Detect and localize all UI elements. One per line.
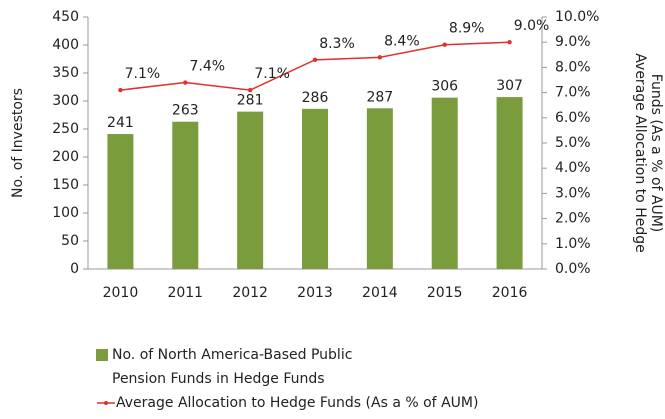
bar-value-label: 307 xyxy=(496,78,523,94)
bar xyxy=(302,108,328,269)
y-tick-label: 50 xyxy=(61,233,79,249)
y-tick-label: 450 xyxy=(52,9,79,25)
bar-value-label: 286 xyxy=(302,90,329,106)
y2-tick-label: 8.0% xyxy=(555,59,591,75)
y2-axis-label: Funds (As a % of AUM) xyxy=(648,74,664,233)
y2-tick-label: 1.0% xyxy=(555,236,591,252)
bar xyxy=(366,108,393,269)
bar-value-label: 263 xyxy=(172,103,199,119)
legend-line xyxy=(96,391,116,415)
x-tick-label: 2014 xyxy=(362,285,398,301)
x-tick-label: 2010 xyxy=(103,285,139,301)
y2-tick-label: 2.0% xyxy=(555,211,591,227)
bar xyxy=(107,134,134,269)
legend-line-marker xyxy=(104,401,108,405)
y-tick-label: 200 xyxy=(52,149,79,165)
legend: No. of North America-Based Public Pensio… xyxy=(96,343,478,415)
line-marker xyxy=(377,55,383,60)
line-value-label: 7.1% xyxy=(254,66,290,82)
line-value-label: 8.9% xyxy=(449,21,485,37)
legend-line-icon xyxy=(97,401,115,405)
legend-label: No. of North America-Based Public Pensio… xyxy=(112,347,353,387)
x-tick-label: 2016 xyxy=(492,285,528,301)
x-tick-label: 2011 xyxy=(167,285,203,301)
y-tick-label: 150 xyxy=(52,177,79,193)
bar xyxy=(431,97,458,269)
y-tick-label: 250 xyxy=(52,121,79,137)
bar-value-label: 281 xyxy=(237,93,264,109)
bar xyxy=(172,121,199,269)
y-tick-label: 100 xyxy=(52,205,79,221)
bar xyxy=(496,97,523,269)
line-marker xyxy=(442,42,447,47)
y2-axis-label: Average Allocation to Hedge xyxy=(632,53,648,252)
legend-item: No. of North America-Based Public Pensio… xyxy=(96,343,478,391)
bar-value-label: 287 xyxy=(366,89,393,105)
y2-tick-label: 0.0% xyxy=(555,261,591,277)
y-tick-label: 400 xyxy=(52,37,79,53)
y-tick-label: 0 xyxy=(70,261,79,277)
bar-value-label: 241 xyxy=(107,115,134,131)
y-axis-label: No. of Investors xyxy=(10,88,26,198)
line-value-label: 7.1% xyxy=(125,66,161,82)
y2-tick-label: 7.0% xyxy=(555,85,591,101)
legend-label: Average Allocation to Hedge Funds (As a … xyxy=(116,395,479,411)
y2-tick-label: 3.0% xyxy=(555,185,591,201)
line-value-label: 8.3% xyxy=(319,36,355,52)
line-value-label: 8.4% xyxy=(384,33,420,49)
x-tick-label: 2015 xyxy=(427,285,463,301)
chart: 0 50 100 150 200 250 300 350 400 450 0.0% 1.0% 2.0% 3… xyxy=(10,9,664,301)
y-tick-label: 300 xyxy=(52,93,79,109)
y-tick-label: 350 xyxy=(52,65,79,81)
y2-tick-label: 10.0% xyxy=(555,9,599,25)
legend-item: Average Allocation to Hedge Funds (As a … xyxy=(96,391,478,415)
y2-tick-label: 9.0% xyxy=(555,34,591,50)
y2-tick-label: 6.0% xyxy=(555,110,591,126)
y2-tick-label: 4.0% xyxy=(555,160,591,176)
line-value-label: 7.4% xyxy=(189,59,225,75)
bar-value-label: 306 xyxy=(431,79,458,95)
x-tick-label: 2013 xyxy=(297,285,333,301)
line-marker xyxy=(247,87,253,93)
line-marker xyxy=(183,80,188,85)
x-tick-label: 2012 xyxy=(232,285,268,301)
y2-tick-label: 5.0% xyxy=(555,135,591,151)
line-marker xyxy=(118,87,123,93)
line-marker xyxy=(507,40,512,45)
line-value-label: 9.0% xyxy=(514,18,550,34)
legend-swatch xyxy=(96,349,108,361)
line-marker xyxy=(312,57,318,63)
bar xyxy=(237,111,264,269)
